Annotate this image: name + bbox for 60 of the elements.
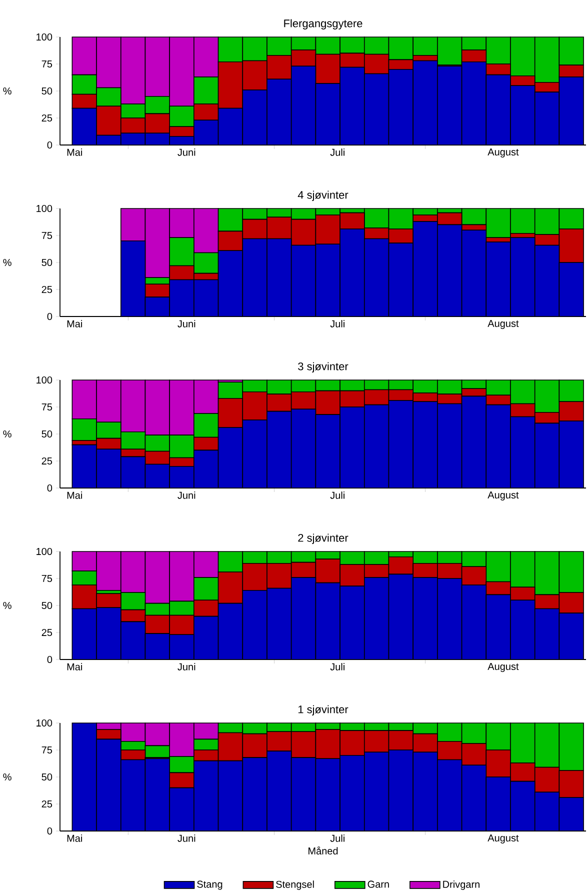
x-tick-label: Mai: [67, 320, 82, 328]
y-tick-label: 25: [42, 114, 52, 122]
y-tick-label: 75: [42, 746, 52, 754]
x-tick-label: Juni: [178, 663, 196, 670]
chart-title: 2 sjøvinter: [298, 534, 348, 544]
x-tick-label: Juni: [178, 320, 196, 328]
y-axis-title: %: [3, 87, 12, 95]
x-axis-title: Måned: [308, 846, 338, 854]
y-tick-label: 0: [47, 141, 52, 149]
legend-label: Stang: [197, 880, 222, 890]
y-tick-label: 75: [42, 60, 52, 68]
x-tick-label: August: [488, 663, 519, 672]
y-tick-label: 25: [42, 800, 52, 808]
y-tick-label: 25: [42, 457, 52, 465]
x-tick-label: Mai: [67, 148, 82, 156]
y-tick-label: 50: [42, 87, 52, 95]
x-tick-label: Mai: [67, 663, 82, 670]
x-tick-label: Mai: [67, 834, 82, 842]
y-tick-label: 0: [47, 484, 52, 492]
x-tick-label: Juli: [330, 834, 344, 842]
x-tick-label: Juni: [178, 834, 196, 842]
y-tick-label: 0: [47, 656, 52, 664]
y-tick-label: 50: [42, 430, 52, 438]
x-tick-label: August: [488, 320, 519, 329]
chart-title: 3 sjøvinter: [298, 362, 348, 372]
y-tick-label: 75: [42, 232, 52, 239]
y-tick-label: 50: [42, 602, 52, 610]
x-tick-label: Juni: [178, 492, 196, 499]
y-tick-label: 0: [47, 312, 52, 320]
x-tick-label: August: [488, 148, 519, 158]
x-tick-label: Juni: [178, 148, 196, 156]
chart-title: 1 sjøvinter: [298, 705, 348, 716]
y-tick-label: 25: [42, 628, 52, 636]
y-axis-title: %: [3, 258, 12, 266]
y-tick-label: 75: [42, 404, 52, 410]
y-tick-label: 75: [42, 575, 52, 582]
x-tick-label: Juli: [330, 148, 344, 156]
x-tick-label: August: [488, 834, 519, 844]
y-tick-label: 50: [42, 773, 52, 781]
x-tick-label: Juli: [330, 663, 344, 670]
y-tick-label: 25: [42, 286, 52, 294]
y-tick-label: 100: [36, 33, 52, 41]
chart-title: 4 sjøvinter: [298, 190, 348, 201]
legend-label: Garn: [368, 880, 389, 888]
legend-label: Drivgarn: [443, 880, 480, 890]
x-tick-label: August: [488, 492, 519, 500]
chart-title: Flergangsgytere: [284, 19, 362, 30]
x-tick-label: Juli: [330, 320, 344, 328]
y-tick-label: 100: [36, 204, 52, 212]
y-tick-label: 100: [36, 719, 52, 727]
y-tick-label: 100: [36, 376, 52, 384]
y-tick-label: 0: [47, 827, 52, 835]
y-tick-label: 50: [42, 258, 52, 266]
y-axis-title: %: [3, 773, 12, 780]
legend-label: Stengsel: [276, 880, 314, 890]
y-tick-label: 100: [36, 548, 52, 556]
x-tick-label: Juli: [330, 492, 344, 499]
x-tick-label: Mai: [67, 492, 82, 499]
y-axis-title: %: [3, 602, 12, 609]
y-axis-title: %: [3, 430, 12, 438]
